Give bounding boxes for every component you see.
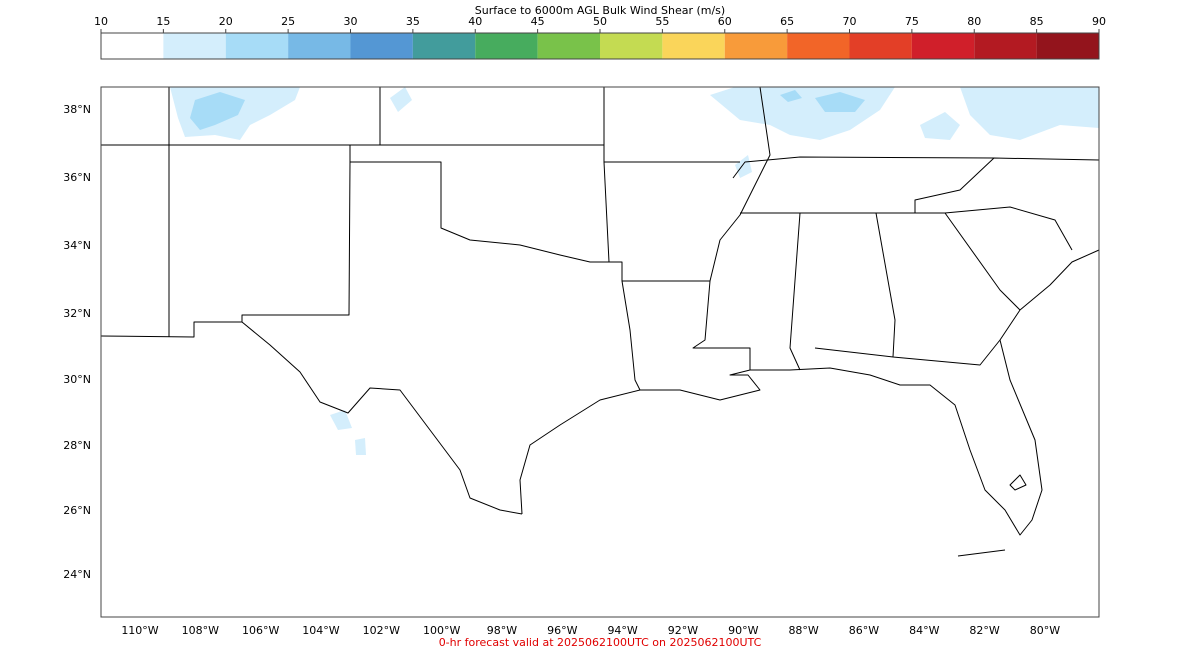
colorbar-segment	[787, 33, 850, 59]
latitude-label: 36°N	[63, 171, 91, 184]
colorbar-segment	[600, 33, 663, 59]
longitude-label: 86°W	[849, 624, 879, 637]
colorbar-segment	[849, 33, 912, 59]
longitude-label: 94°W	[607, 624, 637, 637]
shade-area	[330, 410, 352, 430]
colorbar-tick-label: 80	[967, 15, 981, 28]
longitude-label: 84°W	[909, 624, 939, 637]
colorbar-segment	[163, 33, 226, 59]
river-border	[692, 86, 771, 370]
colorbar-frame	[100, 32, 1100, 60]
map-frame	[100, 86, 1100, 618]
border	[349, 145, 710, 282]
colorbar-title: Surface to 6000m AGL Bulk Wind Shear (m/…	[475, 4, 725, 17]
lake	[1009, 474, 1027, 491]
longitude-label: 106°W	[242, 624, 279, 637]
footer: 0-hr forecast valid at 2025062100UTC on …	[439, 636, 762, 649]
longitude-label: 102°W	[363, 624, 400, 637]
longitude-label: 92°W	[668, 624, 698, 637]
shade-area	[780, 90, 802, 102]
colorbar-segment	[101, 33, 164, 59]
longitude-labels: 110°W 108°W 106°W 104°W 102°W 100°W 98°W 96°W 94…	[121, 624, 1060, 637]
latitude-label: 30°N	[63, 373, 91, 386]
shade-area	[815, 92, 865, 112]
colorbar-segment	[911, 33, 975, 59]
colorbar-tick-label: 20	[219, 15, 233, 28]
border	[241, 161, 523, 515]
colorbar-segment	[537, 33, 600, 59]
border	[621, 280, 641, 391]
colorbar-tick-label: 65	[780, 15, 794, 28]
latitude-labels: 38°N 36°N 34°N 32°N 30°N 28°N 26°N 24°N	[63, 103, 91, 581]
border	[732, 156, 1100, 213]
shear-shading-strong	[190, 90, 865, 130]
longitude-label: 88°W	[788, 624, 818, 637]
longitude-label: 82°W	[969, 624, 999, 637]
colorbar-tick-label: 15	[156, 15, 170, 28]
longitude-label: 110°W	[121, 624, 158, 637]
shade-area	[355, 438, 366, 455]
longitude-label: 90°W	[728, 624, 758, 637]
colorbar-tick-label: 75	[905, 15, 919, 28]
colorbar-tick-label: 45	[531, 15, 545, 28]
colorbar-tick-label: 10	[94, 15, 108, 28]
shade-area	[190, 92, 245, 130]
colorbar-tick-label: 90	[1092, 15, 1106, 28]
longitude-label: 80°W	[1030, 624, 1060, 637]
colorbar-tick-label: 70	[843, 15, 857, 28]
border	[789, 212, 1021, 371]
latitude-label: 34°N	[63, 239, 91, 252]
colorbar-tick-label: 55	[655, 15, 669, 28]
longitude-label: 100°W	[423, 624, 460, 637]
colorbar-tick-label: 40	[468, 15, 482, 28]
latitude-label: 26°N	[63, 504, 91, 517]
colorbar-tick-label: 35	[406, 15, 420, 28]
map	[100, 86, 1100, 618]
latitude-label: 24°N	[63, 568, 91, 581]
shade-area	[960, 87, 1099, 140]
colorbar-tick-label: 25	[281, 15, 295, 28]
longitude-label: 108°W	[182, 624, 219, 637]
shade-area	[390, 87, 412, 112]
latitude-label: 28°N	[63, 439, 91, 452]
colorbar-segment	[288, 33, 351, 59]
latitude-label: 38°N	[63, 103, 91, 116]
colorbar-segment	[974, 33, 1037, 59]
longitude-label: 104°W	[302, 624, 339, 637]
colorbar-segment	[724, 33, 788, 59]
shade-area	[735, 155, 752, 178]
colorbar-segment	[475, 33, 538, 59]
colorbar-tick-label: 30	[344, 15, 358, 28]
border	[100, 87, 242, 338]
border	[740, 206, 1073, 251]
colorbar-segment	[350, 33, 413, 59]
colorbar-tick-label: 50	[593, 15, 607, 28]
map-background	[101, 87, 1099, 617]
shade-area	[920, 112, 960, 140]
longitude-label: 96°W	[547, 624, 577, 637]
longitude-label: 98°W	[487, 624, 517, 637]
colorbar-segment	[225, 33, 289, 59]
colorbar-tick-label: 85	[1030, 15, 1044, 28]
keys	[957, 549, 1006, 557]
colorbar-segment	[1036, 33, 1099, 59]
colorbar-segment	[412, 33, 476, 59]
colorbar: 10 15 20 25 30 35 40 45 50 55 60 65 70 75 80 85 90	[94, 15, 1106, 59]
boundaries	[100, 86, 1100, 557]
colorbar-tick-label: 60	[718, 15, 732, 28]
latitude-label: 32°N	[63, 307, 91, 320]
colorbar-segment	[662, 33, 725, 59]
